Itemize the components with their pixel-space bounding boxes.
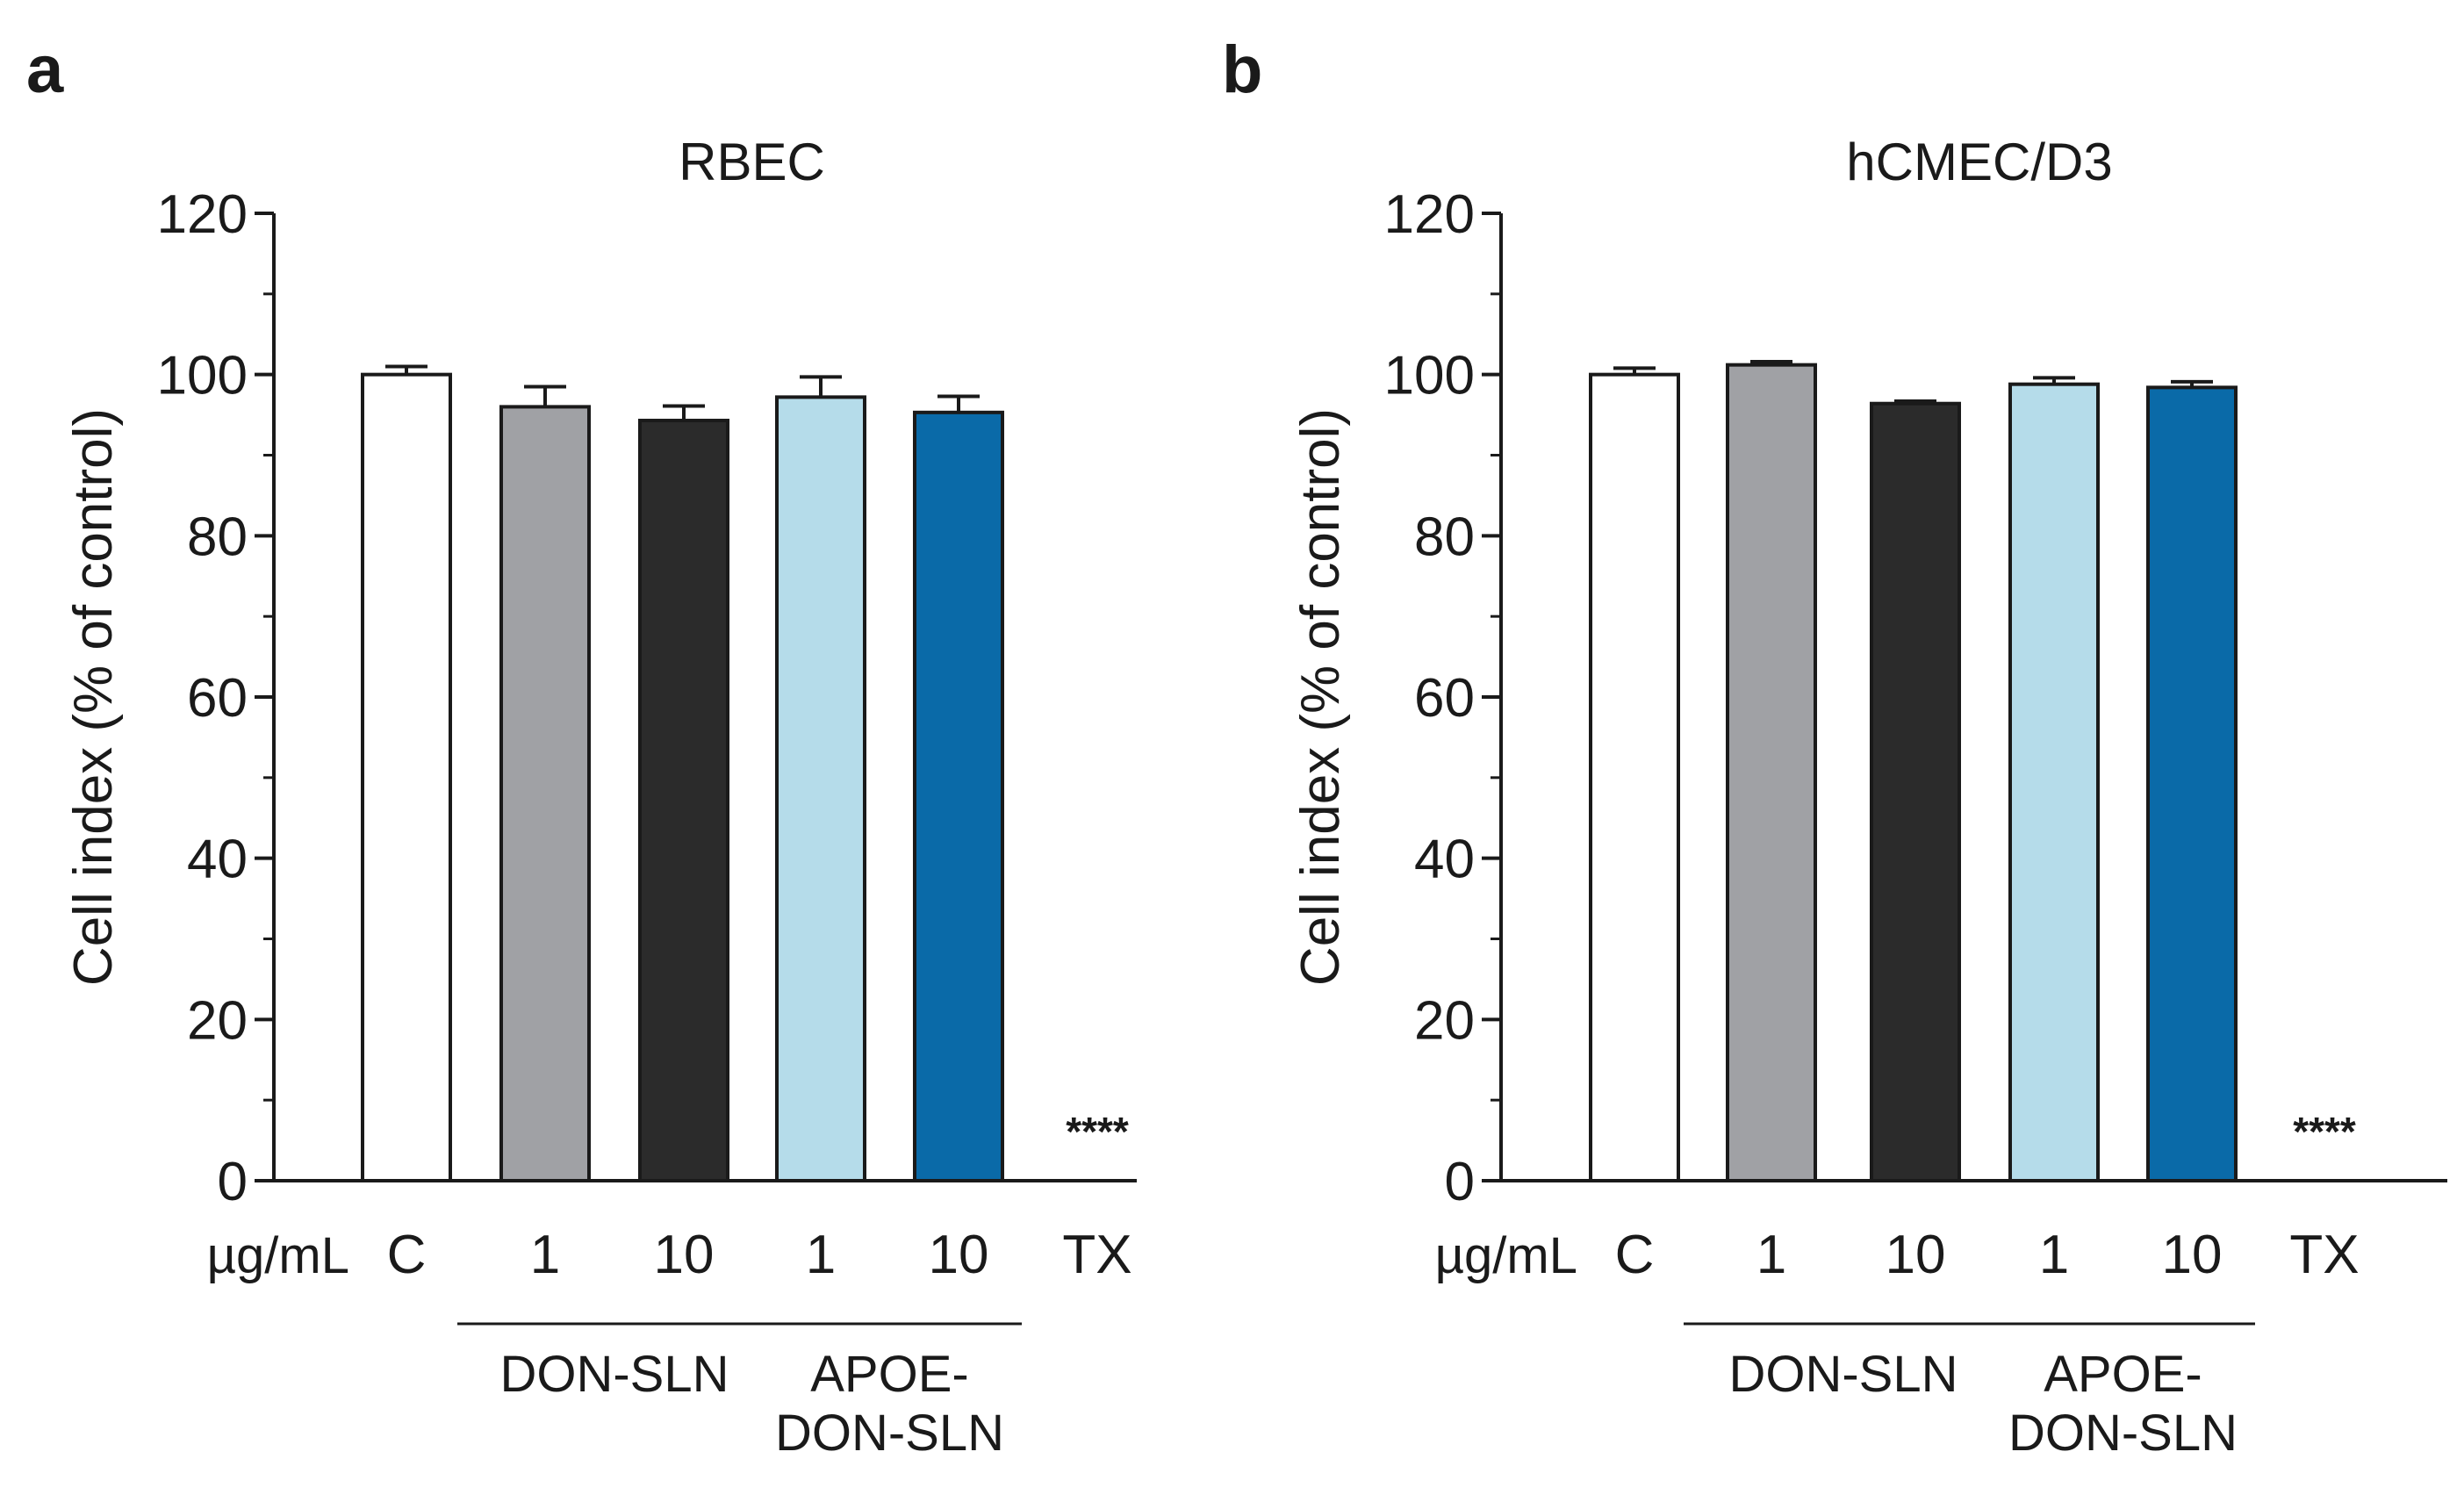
- panel-b-y-tick-label: 40: [1414, 830, 1475, 890]
- panel-b-y-tick-label: 80: [1414, 507, 1475, 567]
- panel-b-category-label: 1: [1756, 1225, 1786, 1285]
- panel-a-y-tick-label: 40: [187, 830, 248, 890]
- panel-b-bar: [1870, 401, 1961, 1182]
- panel-a-y-tick-label: 60: [187, 668, 248, 729]
- panel-a-significance-label: ****: [1066, 1109, 1129, 1154]
- panel-a-category-label: C: [387, 1225, 427, 1285]
- panel-a-group-label: DON-SLN: [775, 1405, 1004, 1462]
- panel-b-bar: [2008, 382, 2100, 1183]
- panel-a-category-label: 10: [929, 1225, 989, 1285]
- panel-a-category-label: 1: [806, 1225, 836, 1285]
- panel-a-group-label: APOE-: [810, 1346, 969, 1403]
- panel-b-y-axis-label: Cell index (% of control): [1290, 408, 1351, 986]
- panel-a-y-tick-label: 20: [187, 990, 248, 1051]
- panel-b-category-label: 10: [1886, 1225, 1946, 1285]
- panel-a-bar: [913, 410, 1004, 1183]
- panel-a-letter: a: [26, 32, 64, 107]
- panel-a-group-label: DON-SLN: [499, 1346, 729, 1403]
- panel-b-bar: [1589, 372, 1680, 1182]
- panel-a: a RBEC 0 20 40 60 80 100 120 Cell index (% of con…: [26, 32, 1137, 1462]
- panel-b-significance-label: ****: [2293, 1109, 2356, 1154]
- panel-a-y-tick-label: 100: [157, 346, 248, 406]
- panel-a-y-tick-label: 80: [187, 507, 248, 567]
- panel-a-unit-label: µg/mL: [207, 1227, 349, 1284]
- panel-b-category-label: 10: [2162, 1225, 2223, 1285]
- panel-a-y-tick-label: 0: [218, 1152, 248, 1212]
- panel-a-bar: [638, 419, 729, 1182]
- panel-b-category-label: C: [1615, 1225, 1655, 1285]
- panel-b-bar: [2146, 385, 2238, 1182]
- panel-a-category-label: 1: [530, 1225, 560, 1285]
- panel-b: b hCMEC/D3 0 20 40 60 80 100 120 Cell index (% of…: [1222, 32, 2447, 1462]
- panel-a-title: RBEC: [679, 133, 825, 191]
- panel-b-y-tick-label: 60: [1414, 668, 1475, 729]
- panel-a-y-axis-label: Cell index (% of control): [63, 408, 124, 986]
- panel-b-group-label: DON-SLN: [2008, 1405, 2238, 1462]
- panel-b-letter: b: [1222, 32, 1262, 107]
- panel-b-y-tick-label: 0: [1445, 1152, 1475, 1212]
- panel-b-unit-label: µg/mL: [1435, 1227, 1577, 1284]
- panel-b-y-tick-label: 100: [1384, 346, 1475, 406]
- panel-a-category-label: 10: [654, 1225, 715, 1285]
- panel-a-bar: [499, 405, 591, 1182]
- panel-b-category-label: 1: [2039, 1225, 2069, 1285]
- panel-b-category-label: TX: [2289, 1225, 2359, 1285]
- panel-a-bar: [775, 395, 866, 1182]
- panel-a-bar: [361, 372, 452, 1182]
- panel-b-bar: [1726, 363, 1817, 1182]
- panel-a-category-label: TX: [1062, 1225, 1131, 1285]
- panel-b-y-tick-label: 120: [1384, 184, 1475, 245]
- panel-b-y-tick-label: 20: [1414, 990, 1475, 1051]
- panel-b-group-label: APOE-: [2044, 1346, 2202, 1403]
- panel-b-title: hCMEC/D3: [1846, 133, 2112, 191]
- panel-a-y-tick-label: 120: [157, 184, 248, 245]
- panel-b-group-label: DON-SLN: [1728, 1346, 1958, 1403]
